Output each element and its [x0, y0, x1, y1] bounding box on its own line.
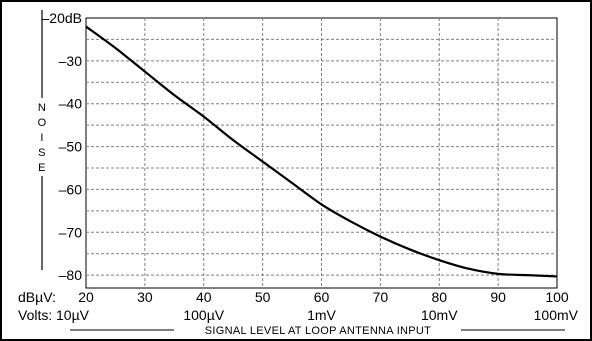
y-tick-label: –40: [59, 96, 83, 112]
volts-tick-label: 10mV: [421, 307, 458, 323]
volts-tick-label: 100µV: [183, 307, 224, 323]
volts-tick-label: 1mV: [307, 307, 336, 323]
y-tick-label: –80: [59, 267, 83, 283]
y-title-backdrop: [34, 98, 50, 176]
y-title-letter: E: [38, 162, 46, 174]
x-tick-label: 40: [196, 289, 212, 305]
volts-tick-label: 10µV: [56, 307, 90, 323]
y-title-letter: I: [40, 132, 43, 144]
volts-tick-label: 100mV: [534, 307, 579, 323]
x-tick-label: 90: [490, 289, 506, 305]
x-tick-label: 80: [431, 289, 447, 305]
x-tick-label: 50: [255, 289, 271, 305]
x-tick-labels: 20 30 40 50 60 70 80 90 100: [78, 289, 569, 305]
y-tick-label: –30: [59, 53, 83, 69]
x-tick-label: 100: [545, 289, 569, 305]
y-title-letter: O: [38, 117, 47, 129]
volts-row-label: Volts:: [18, 307, 52, 323]
x-tick-label: 70: [373, 289, 389, 305]
noise-curve: [85, 25, 558, 278]
x-axis-title: SIGNAL LEVEL AT LOOP ANTENNA INPUT: [205, 325, 431, 337]
y-tick-label: –50: [59, 139, 83, 155]
y-tick-label: –70: [59, 224, 83, 240]
y-tick-label: –20dB: [42, 10, 82, 26]
x-row-label: dBµV:: [18, 289, 56, 305]
y-title-letter: N: [38, 102, 46, 114]
x-tick-label: 60: [314, 289, 330, 305]
y-tick-labels: –20dB –30 –40 –50 –60 –70 –80: [42, 10, 83, 283]
x-tick-label: 30: [137, 289, 153, 305]
volts-tick-labels: 10µV 100µV 1mV 10mV 100mV: [56, 307, 579, 323]
grid: [86, 18, 557, 288]
y-tick-label: –60: [59, 181, 83, 197]
x-tick-label: 20: [78, 289, 94, 305]
y-title-letter: S: [38, 147, 46, 159]
